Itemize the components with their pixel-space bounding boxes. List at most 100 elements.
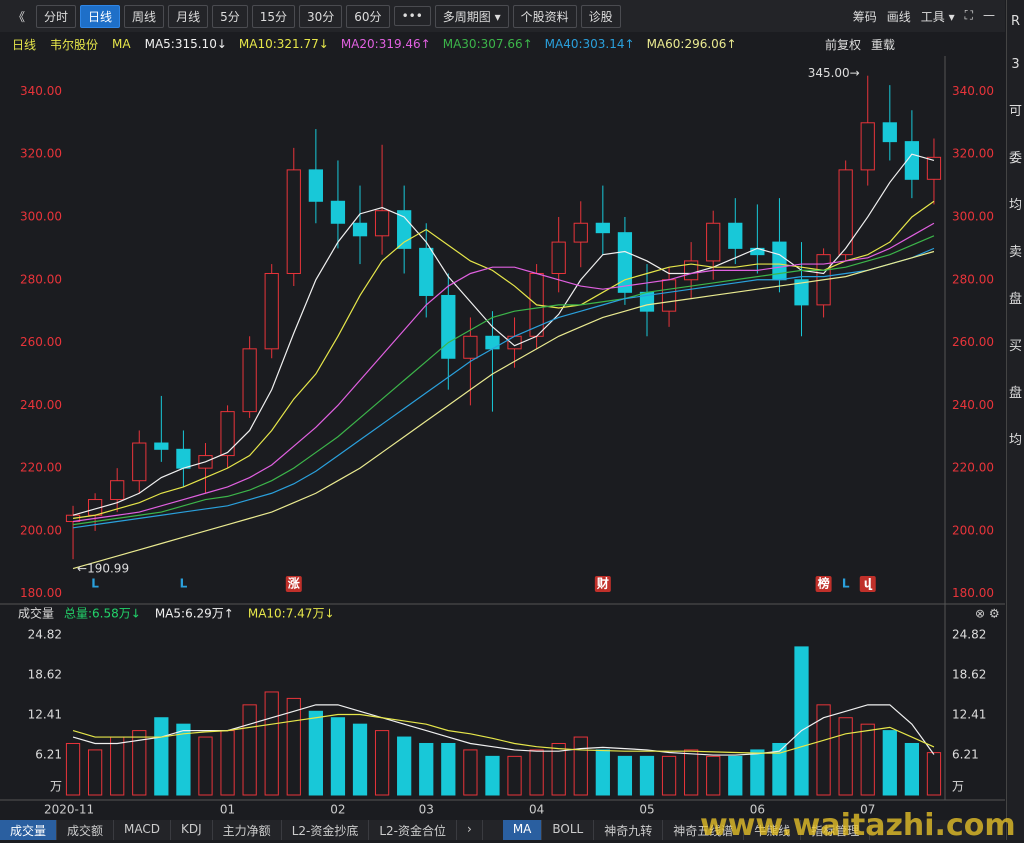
event-label: L (842, 577, 850, 591)
tab[interactable]: 主力净额 (213, 820, 282, 840)
tab[interactable]: 指标管理 (801, 820, 871, 840)
tab[interactable]: MA (502, 820, 543, 840)
volume-bar (374, 730, 390, 796)
tab[interactable]: 神奇五线谱 (663, 820, 745, 840)
toolbar-button[interactable]: 周线 (124, 4, 165, 28)
annotation: ←190.99 (77, 562, 129, 576)
volume-bar (573, 736, 588, 796)
volume-bar (286, 697, 301, 796)
toolbar-button[interactable]: 《 (13, 9, 26, 24)
candle-body (242, 348, 257, 413)
candle-body (684, 260, 699, 281)
event-label: 榜 (818, 576, 830, 591)
candle-body (904, 141, 920, 180)
tab[interactable]: 牛熊线 (744, 820, 802, 840)
tab[interactable]: KDJ (171, 820, 213, 840)
y-tick-label: 18.62 (952, 668, 986, 682)
info-button[interactable]: 前复权 (824, 37, 861, 52)
tab[interactable]: › (457, 820, 483, 840)
y-tick-label: 12.41 (28, 708, 62, 722)
tab[interactable]: MACD (114, 820, 172, 840)
toolbar-button[interactable]: 15分 (251, 4, 295, 28)
y-tick-label: 280.00 (952, 272, 994, 286)
volume-bar (617, 755, 633, 796)
tab[interactable]: 成交量 (0, 820, 58, 840)
toolbar-button[interactable]: 筹码 (852, 9, 877, 24)
info-button[interactable]: 重载 (870, 37, 895, 52)
indicator[interactable]: MA (112, 37, 131, 51)
candle-body (507, 335, 522, 350)
candle-body (595, 222, 610, 234)
legend-entry: MA10:321.77↓ (238, 37, 329, 51)
toolbar-button[interactable]: 60分 (346, 4, 390, 28)
toolbar-button[interactable]: 30分 (299, 4, 343, 28)
tab[interactable]: BOLL (542, 820, 595, 840)
volume-bar (639, 755, 655, 796)
toolbar-button[interactable]: 分时 (36, 4, 77, 28)
toolbar-button[interactable]: 多周期图 ▾ (434, 4, 509, 28)
y-tick-label: 280.00 (20, 272, 62, 286)
sidebar-text: 均 (1008, 198, 1022, 213)
annotation: 345.00→ (808, 66, 860, 80)
legend-entry: MA40:303.14↑ (544, 37, 635, 51)
volume-bar (595, 749, 610, 796)
y-tick-label: 260.00 (952, 335, 994, 349)
volume-bar (87, 749, 103, 796)
volume-bar (816, 704, 831, 796)
tab[interactable]: 神奇九转 (594, 820, 664, 840)
volume-bar (904, 742, 920, 796)
candle-body (838, 169, 853, 256)
y-tick-label: 220.00 (952, 461, 994, 475)
candle-body (176, 448, 191, 469)
y-tick-label: 260.00 (20, 335, 62, 349)
event-badge (859, 576, 876, 592)
toolbar-button[interactable]: 日线 (80, 4, 121, 28)
watermark: www.waitazhi.com (700, 808, 1016, 843)
toolbar-button[interactable]: 工具 ▾ (920, 9, 955, 24)
legend-entry: MA30:307.66↑ (442, 37, 533, 51)
x-tick-label: 04 (529, 803, 544, 817)
volume-bar (794, 646, 809, 796)
candle-body (308, 169, 323, 202)
y-tick-label: 320.00 (20, 147, 62, 161)
toolbar-button[interactable]: 月线 (168, 4, 209, 28)
sidebar-text: 卖 (1008, 245, 1022, 260)
bottom-tabs: 成交量 成交额 MACD KDJ 主力净额 L2-资金抄底 L2-资金合位 › MA BOLL 神奇… (0, 820, 1005, 840)
y-tick-label: 320.00 (952, 147, 994, 161)
toolbar-button[interactable]: 5分 (212, 4, 248, 28)
volume-bar (463, 749, 478, 796)
event-badge (815, 576, 832, 592)
event-label: վ (864, 577, 873, 591)
volume-bar (728, 755, 743, 796)
legend-entry: MA60:296.06↑ (646, 37, 737, 51)
sidebar-text: R (1010, 14, 1021, 29)
event-label: L (91, 577, 99, 591)
ma-line (72, 222, 935, 523)
sidebar-text: 买 (1008, 339, 1022, 354)
tab[interactable]: L2-资金抄底 (282, 820, 370, 840)
close-icon[interactable]: ⊗ ⚙ (975, 607, 1000, 621)
toolbar-button[interactable]: ⛶ (964, 7, 973, 22)
toolbar-button[interactable]: ••• (393, 6, 431, 26)
panel-title: 成交量 (18, 606, 54, 621)
stock-name[interactable]: 韦尔股份 (50, 37, 99, 52)
y-tick-label: 18.62 (28, 668, 62, 682)
volume-bar (551, 742, 566, 796)
toolbar-button[interactable]: 画线 (886, 9, 911, 24)
candle-body (352, 222, 368, 237)
y-tick-label: 340.00 (952, 84, 994, 98)
event-label: L (180, 577, 188, 591)
toolbar-button[interactable]: 个股资料 (512, 4, 577, 28)
volume-bar (352, 723, 368, 796)
volume-bar (441, 742, 456, 796)
toolbar-button[interactable]: — (983, 7, 995, 22)
volume-bar (706, 755, 721, 796)
candle-body (286, 169, 301, 274)
y-tick-label: 6.21 (952, 748, 979, 762)
tab[interactable]: 成交额 (57, 820, 115, 840)
volume-bar (198, 736, 213, 796)
y-tick-label: 24.82 (28, 628, 62, 642)
toolbar-button[interactable]: 诊股 (580, 4, 621, 28)
tab[interactable]: L2-资金合位 (369, 820, 457, 840)
